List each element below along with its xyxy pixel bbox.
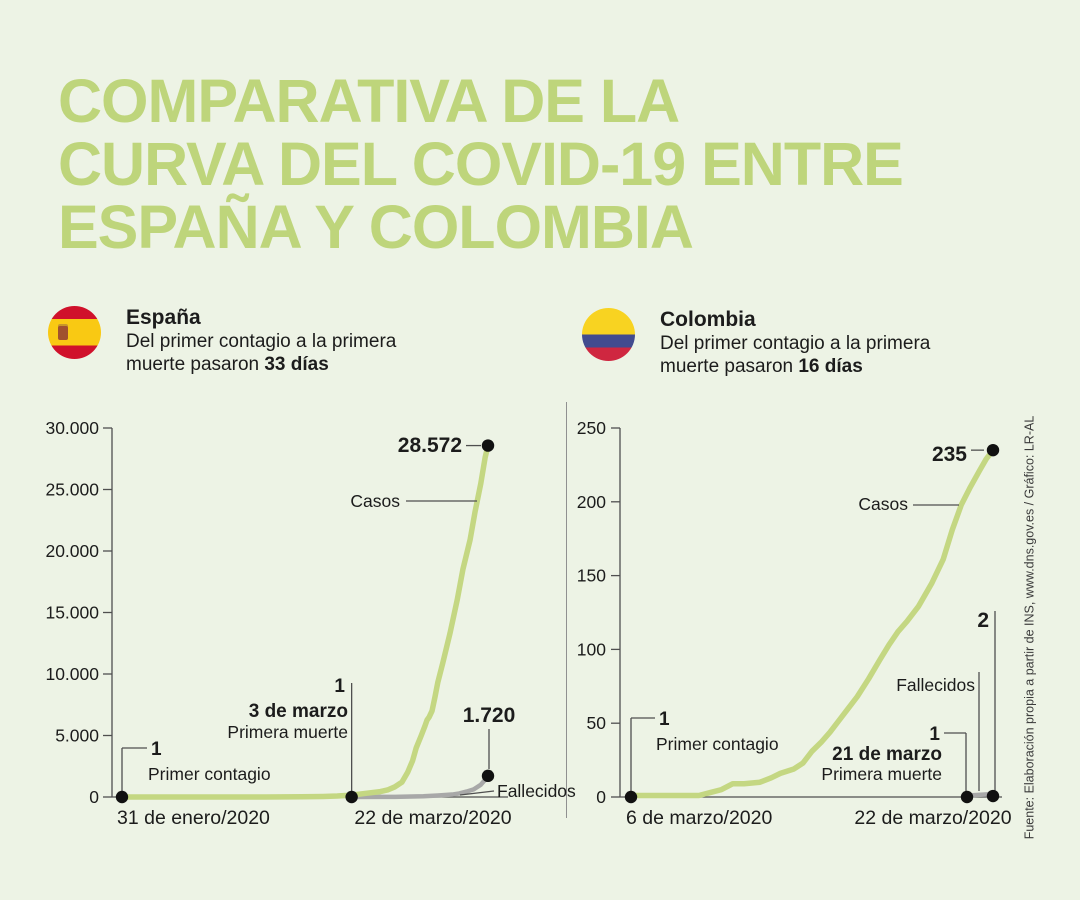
- colombia-first-death-dot: [960, 790, 974, 804]
- spain-desc-days: 33 días: [264, 354, 329, 375]
- colombia-y-tick-label: 150: [577, 566, 606, 586]
- colombia-y-tick-label: 0: [596, 787, 606, 807]
- espana-first-death-date: 3 de marzo: [249, 701, 348, 722]
- espana-x-label-start: 31 de enero/2020: [117, 807, 270, 829]
- colombia-y-tick-label: 100: [577, 639, 606, 659]
- espana-first-death-label: Primera muerte: [227, 722, 348, 742]
- colombia-cases-end-value: 235: [932, 443, 967, 466]
- colombia-desc-days: 16 días: [798, 356, 863, 377]
- spain-panel-header: España Del primer contagio a la primera …: [48, 306, 446, 376]
- espana-deaths-label-line: [459, 790, 495, 796]
- colombia-first-case-label: Primer contagio: [656, 734, 779, 754]
- spain-desc-text: Del primer contagio a la primera muerte …: [126, 331, 397, 375]
- page-title: COMPARATIVA DE LA CURVA DEL COVID-19 ENT…: [58, 67, 904, 261]
- colombia-y-tick-label: 50: [587, 713, 607, 733]
- source-note: Fuente: Elaboración propia a partir de I…: [1022, 415, 1037, 840]
- colombia-first-death-date: 21 de marzo: [832, 744, 942, 765]
- espana-deaths-curve: [349, 773, 491, 800]
- espana-deaths-end-value: 1.720: [463, 704, 516, 727]
- spain-header-text: España Del primer contagio a la primera …: [126, 306, 446, 376]
- espana-first-death-value: 1: [334, 676, 345, 697]
- colombia-cases-end-dot: [986, 443, 1000, 457]
- espana-deaths-series-label: Fallecidos: [497, 781, 576, 801]
- colombia-deaths-series-label: Fallecidos: [896, 675, 975, 695]
- colombia-header-text: Colombia Del primer contagio a la primer…: [660, 308, 980, 378]
- spain-coat-of-arms-icon: [58, 326, 68, 340]
- colombia-country-name: Colombia: [660, 308, 756, 331]
- espana-y-tick-label: 30.000: [45, 418, 99, 438]
- espana-y-tick-label: 10.000: [45, 664, 99, 684]
- espana-y-tick-label: 15.000: [45, 603, 99, 623]
- espana-first-case-label: Primer contagio: [148, 764, 271, 784]
- colombia-first-death-value: 1: [929, 724, 940, 745]
- espana-y-tick-label: 5.000: [55, 726, 99, 746]
- espana-cases-series-label: Casos: [350, 491, 400, 511]
- colombia-country-desc: Del primer contagio a la primera muerte …: [660, 332, 980, 378]
- colombia-first-death-label: Primera muerte: [821, 764, 942, 784]
- espana-cases-curve: [119, 442, 491, 800]
- espana-cases-end-value: 28.572: [398, 434, 462, 457]
- espana-y-tick-label: 20.000: [45, 541, 99, 561]
- espana-x-label-end: 22 de marzo/2020: [354, 807, 511, 829]
- espana-cases-end-dot: [481, 439, 495, 452]
- colombia-y-tick-label: 250: [577, 418, 606, 438]
- colombia-flag-icon: [582, 308, 635, 361]
- colombia-desc-text: Del primer contagio a la primera muerte …: [660, 333, 931, 377]
- spain-country-name: España: [126, 306, 201, 329]
- spain-country-desc: Del primer contagio a la primera muerte …: [126, 330, 446, 376]
- colombia-cases-curve: [628, 447, 996, 799]
- colombia-y-tick-label: 200: [577, 492, 606, 512]
- espana-first-death-dot: [345, 790, 358, 804]
- espana-deaths-end-dot: [481, 769, 495, 783]
- spain-flag-icon: [48, 306, 101, 359]
- espana-y-tick-label: 25.000: [45, 480, 99, 500]
- colombia-deaths-end-dot: [986, 789, 1000, 803]
- colombia-panel-header: Colombia Del primer contagio a la primer…: [582, 308, 980, 378]
- colombia-first-case-value: 1: [659, 709, 670, 730]
- colombia-x-label-end: 22 de marzo/2020: [854, 807, 1011, 829]
- espana-y-tick-label: 0: [89, 787, 99, 807]
- colombia-cases-series-label: Casos: [858, 494, 908, 514]
- panel-divider: [566, 402, 567, 818]
- colombia-first-case-dot: [624, 790, 638, 804]
- espana-first-case-dot: [115, 790, 129, 804]
- espana-first-case-value: 1: [151, 739, 162, 760]
- colombia-deaths-end-value: 2: [977, 609, 989, 632]
- colombia-x-label-start: 6 de marzo/2020: [626, 807, 773, 829]
